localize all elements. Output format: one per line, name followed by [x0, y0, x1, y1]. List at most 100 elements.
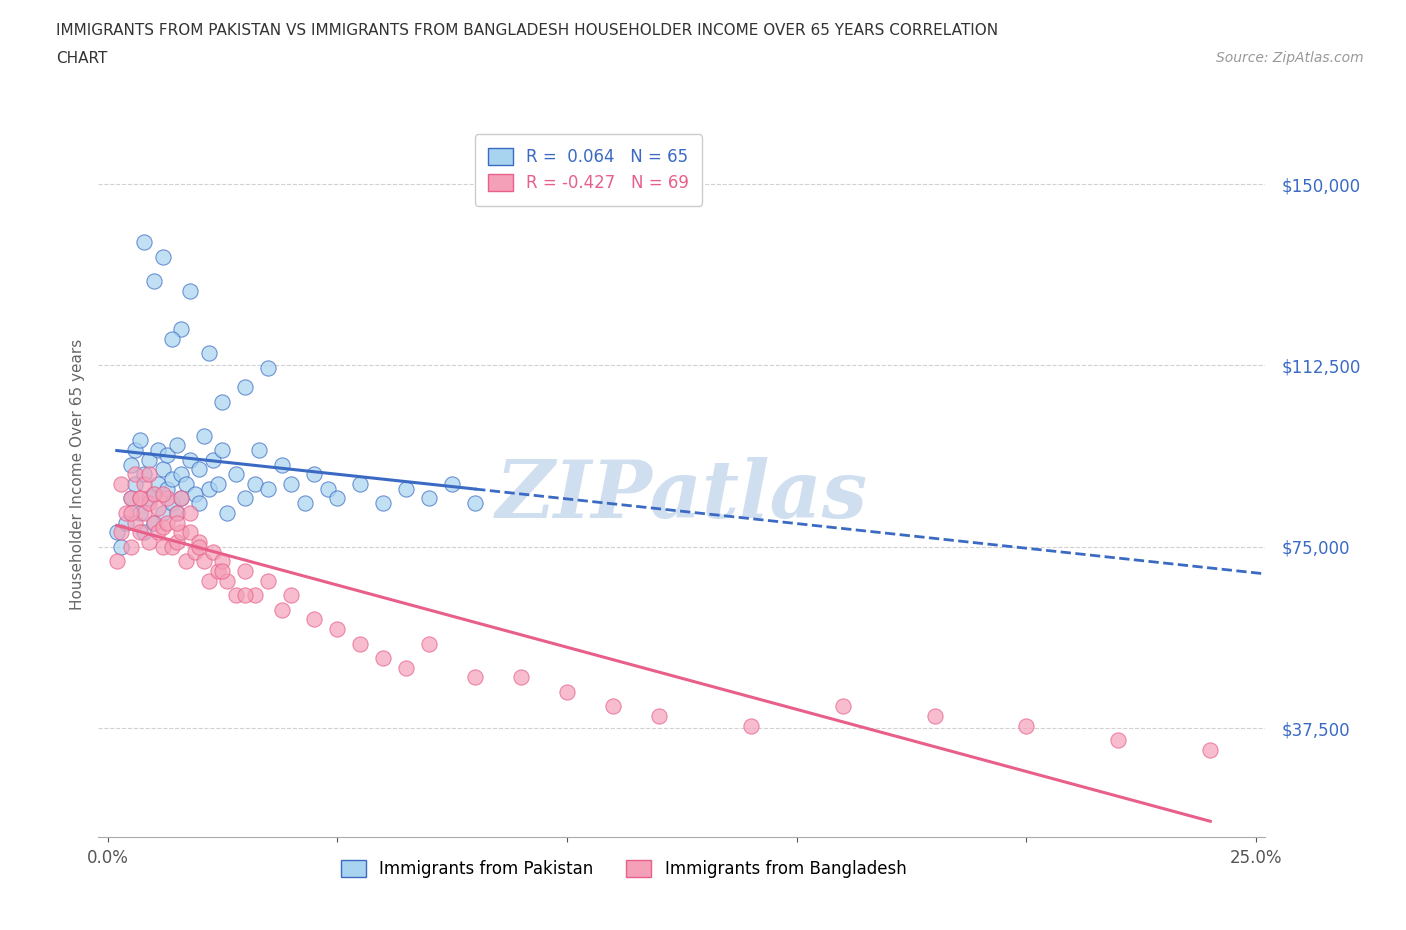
Point: [184, 544, 207, 559]
Point: [170, 491, 193, 506]
Point: [128, 506, 150, 521]
Point: [188, 496, 211, 511]
Point: [510, 670, 533, 684]
Point: [326, 621, 349, 636]
Point: [373, 651, 395, 666]
Point: [602, 699, 624, 714]
Point: [304, 467, 326, 482]
Point: [197, 573, 219, 588]
Point: [124, 515, 146, 530]
Point: [142, 486, 165, 501]
Point: [257, 482, 280, 497]
Point: [648, 709, 671, 724]
Point: [128, 433, 150, 448]
Point: [207, 476, 229, 491]
Point: [280, 476, 302, 491]
Point: [243, 476, 266, 491]
Point: [373, 496, 395, 511]
Point: [134, 506, 156, 521]
Point: [197, 482, 219, 497]
Text: IMMIGRANTS FROM PAKISTAN VS IMMIGRANTS FROM BANGLADESH HOUSEHOLDER INCOME OVER 6: IMMIGRANTS FROM PAKISTAN VS IMMIGRANTS F…: [56, 23, 998, 38]
Point: [184, 486, 207, 501]
Point: [179, 525, 201, 539]
Point: [174, 554, 197, 569]
Point: [179, 506, 201, 521]
Point: [1015, 718, 1038, 733]
Point: [160, 331, 183, 346]
Point: [152, 462, 174, 477]
Point: [142, 486, 165, 501]
Point: [166, 506, 188, 521]
Point: [179, 452, 201, 467]
Point: [243, 588, 266, 603]
Point: [160, 539, 183, 554]
Point: [134, 525, 156, 539]
Point: [211, 554, 233, 569]
Point: [146, 443, 169, 458]
Point: [128, 525, 150, 539]
Point: [235, 491, 257, 506]
Point: [211, 443, 233, 458]
Point: [170, 322, 193, 337]
Point: [124, 476, 146, 491]
Point: [120, 458, 142, 472]
Point: [156, 491, 179, 506]
Point: [146, 476, 169, 491]
Point: [294, 496, 316, 511]
Point: [349, 636, 371, 651]
Text: CHART: CHART: [56, 51, 108, 66]
Point: [225, 467, 247, 482]
Point: [1107, 733, 1129, 748]
Point: [152, 520, 174, 535]
Point: [235, 588, 257, 603]
Point: [304, 612, 326, 627]
Point: [418, 636, 440, 651]
Y-axis label: Householder Income Over 65 years: Householder Income Over 65 years: [69, 339, 84, 610]
Legend: Immigrants from Pakistan, Immigrants from Bangladesh: Immigrants from Pakistan, Immigrants fro…: [332, 852, 915, 886]
Point: [166, 438, 188, 453]
Point: [257, 361, 280, 376]
Point: [146, 500, 169, 515]
Point: [188, 462, 211, 477]
Point: [207, 564, 229, 578]
Point: [211, 394, 233, 409]
Point: [211, 564, 233, 578]
Point: [418, 491, 440, 506]
Point: [156, 447, 179, 462]
Point: [464, 496, 486, 511]
Point: [120, 491, 142, 506]
Point: [138, 452, 160, 467]
Point: [235, 379, 257, 394]
Point: [197, 346, 219, 361]
Point: [138, 535, 160, 550]
Point: [142, 273, 165, 288]
Point: [395, 660, 418, 675]
Point: [115, 515, 138, 530]
Point: [142, 515, 165, 530]
Point: [166, 506, 188, 521]
Point: [193, 554, 215, 569]
Text: Source: ZipAtlas.com: Source: ZipAtlas.com: [1216, 51, 1364, 65]
Point: [555, 684, 578, 699]
Point: [179, 283, 201, 298]
Point: [202, 544, 225, 559]
Point: [134, 234, 156, 249]
Point: [146, 525, 169, 539]
Point: [202, 452, 225, 467]
Point: [247, 443, 270, 458]
Point: [128, 491, 150, 506]
Point: [188, 535, 211, 550]
Point: [441, 476, 464, 491]
Point: [105, 554, 128, 569]
Point: [170, 491, 193, 506]
Point: [152, 506, 174, 521]
Point: [120, 491, 142, 506]
Point: [120, 506, 142, 521]
Point: [326, 491, 349, 506]
Point: [120, 539, 142, 554]
Point: [271, 458, 294, 472]
Point: [105, 525, 128, 539]
Point: [1199, 742, 1222, 757]
Point: [110, 476, 132, 491]
Point: [142, 515, 165, 530]
